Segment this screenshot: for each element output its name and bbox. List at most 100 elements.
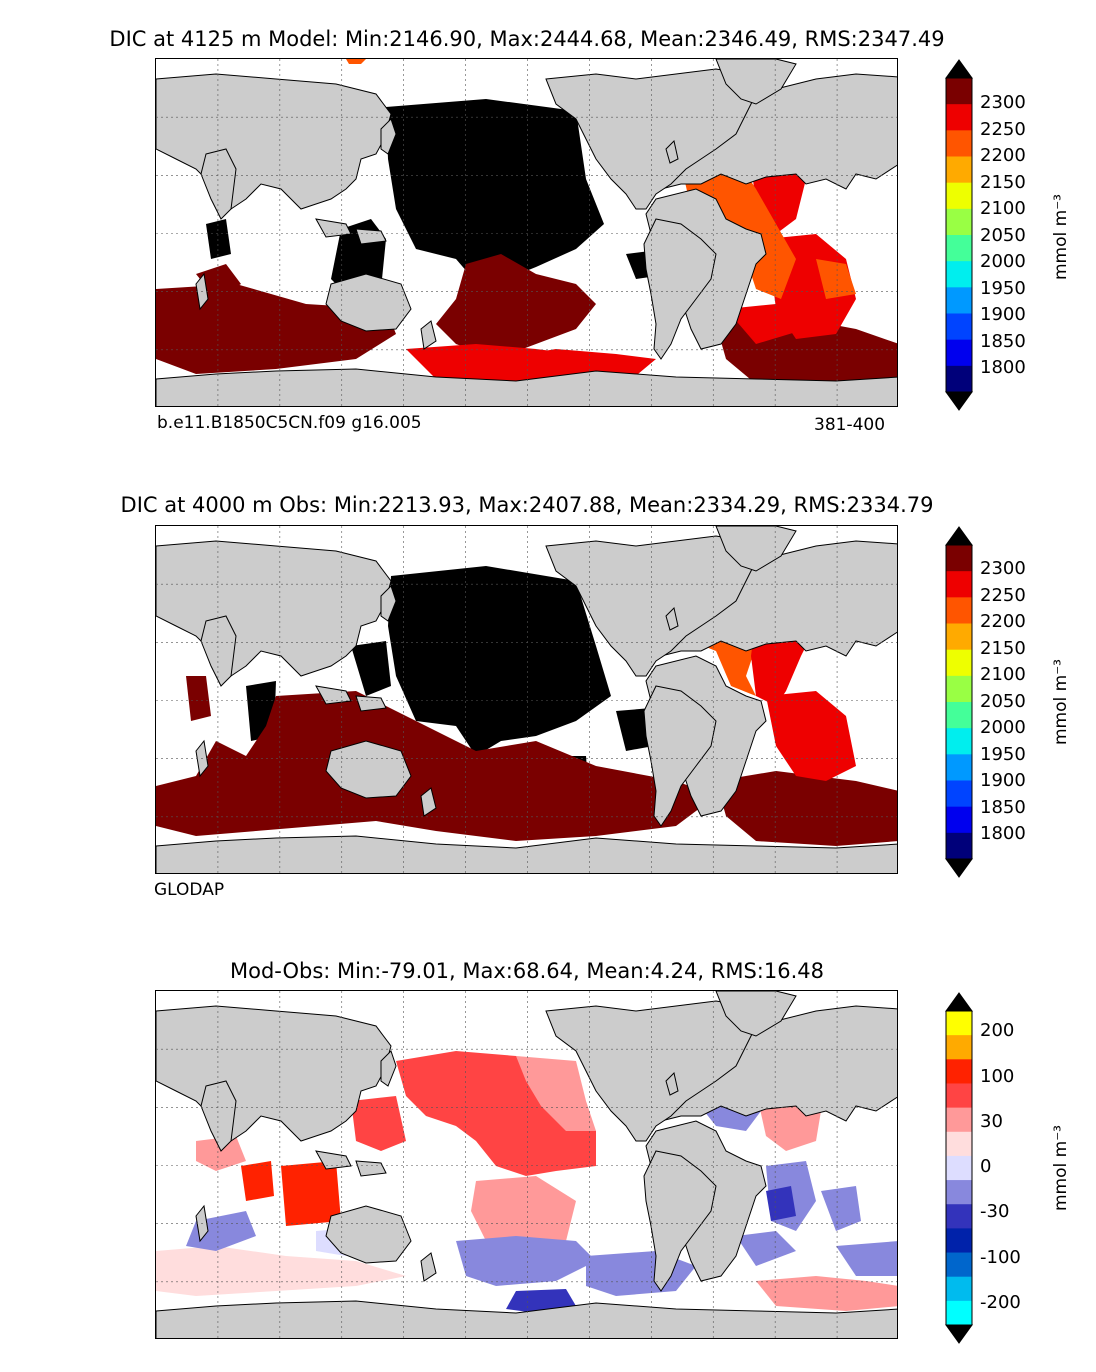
panel3-cbar-tick: -200 (980, 1292, 1021, 1313)
colorbar-segment (946, 313, 972, 341)
landmass (545, 68, 757, 210)
panel2-cbar-tick: 2100 (980, 664, 1026, 685)
colorbar-under-arrow (945, 1324, 973, 1344)
landmass (643, 685, 717, 827)
landmass (715, 59, 797, 105)
panel1-case-name: b.e11.B1850C5CN.f09 g16.005 (157, 413, 422, 433)
colorbar-under-arrow (945, 391, 973, 411)
panel2-cbar-tick: 1950 (980, 744, 1026, 765)
landmass (315, 218, 352, 238)
colorbar-segment (946, 1155, 972, 1181)
landmass (200, 615, 237, 687)
landmass (715, 526, 797, 572)
panel2-title: DIC at 4000 m Obs: Min:2213.93, Max:2407… (120, 493, 934, 517)
panel2-cbar-tick: 2300 (980, 558, 1026, 579)
landmass (420, 1252, 437, 1282)
panel2-map (155, 525, 898, 874)
panel3-cbar-tick: -100 (980, 1247, 1021, 1268)
panel2-cbar-tick: 2250 (980, 585, 1026, 606)
colorbar-segment (946, 78, 972, 105)
panel2-land (156, 526, 897, 873)
colorbar-over-arrow (945, 59, 973, 79)
colorbar-segment (946, 1059, 972, 1084)
landmass (643, 218, 717, 360)
panel2-source: GLODAP (154, 880, 225, 900)
colorbar-segment (946, 1204, 972, 1229)
landmass (380, 118, 397, 155)
landmass (420, 787, 437, 817)
panel1-cbar-tick: 2150 (980, 172, 1026, 193)
landmass (315, 1150, 352, 1170)
colorbar-segment (946, 261, 972, 288)
landmass (420, 320, 437, 350)
colorbar-segment (946, 780, 972, 808)
panel2-cbar-unit: mmol m⁻³ (1051, 659, 1071, 745)
panel3-cbar-tick: 200 (980, 1020, 1015, 1041)
panel1-field (156, 59, 897, 389)
landmass (715, 991, 797, 1037)
landmass (545, 1000, 757, 1142)
colorbar-segment (946, 130, 972, 157)
colorbar-outline (945, 1010, 973, 1326)
panel1-cbar-tick: 2250 (980, 119, 1026, 140)
panel2-cbar-tick: 2150 (980, 638, 1026, 659)
panel2-field (156, 566, 897, 846)
colorbar-segment (946, 728, 972, 755)
landmass (355, 1160, 387, 1177)
panel2-colorbar (945, 526, 973, 878)
colorbar-segment (946, 702, 972, 729)
landmass (665, 140, 679, 164)
landmass (325, 1205, 412, 1264)
colorbar-segment (946, 545, 972, 572)
colorbar-segment (946, 1300, 972, 1326)
panel1-grid (156, 59, 897, 406)
colorbar-segment (946, 339, 972, 367)
panel1-cbar-unit: mmol m⁻³ (1051, 194, 1071, 280)
panel3-cbar-unit: mmol m⁻³ (1051, 1125, 1071, 1211)
panel2-grid (156, 526, 897, 873)
panel1-cbar-tick: 2050 (980, 225, 1026, 246)
panel2-cbar-tick: 2200 (980, 611, 1026, 632)
panel3-cbar-tick: -30 (980, 1201, 1010, 1222)
landmass (156, 835, 897, 873)
colorbar-over-arrow (945, 526, 973, 546)
panel2-cbar-tick: 2050 (980, 691, 1026, 712)
panel3-map (155, 990, 898, 1339)
panel2-cbar-tick: 1850 (980, 797, 1026, 818)
colorbar-segment (946, 571, 972, 598)
colorbar-segment (946, 156, 972, 184)
colorbar-outline (945, 544, 973, 860)
colorbar-under-arrow (945, 858, 973, 878)
panel1-cbar-tick: 2200 (980, 145, 1026, 166)
panel1-cbar-tick: 2000 (980, 251, 1026, 272)
colorbar-outline (945, 77, 973, 393)
landmass (156, 1300, 897, 1338)
colorbar-segment (946, 1276, 972, 1302)
panel2-cbar-tick: 2000 (980, 717, 1026, 738)
colorbar-segment (946, 365, 972, 393)
colorbar-segment (946, 1035, 972, 1060)
landmass (380, 1050, 397, 1087)
landmass (355, 695, 387, 712)
colorbar-segment (946, 235, 972, 262)
landmass (643, 1150, 717, 1292)
colorbar-segment (946, 1180, 972, 1205)
landmass (315, 685, 352, 705)
panel2-cbar-tick: 1800 (980, 823, 1026, 844)
landmass (325, 740, 412, 799)
landmass (380, 585, 397, 622)
landmass (325, 273, 412, 332)
colorbar-over-arrow (945, 992, 973, 1012)
panel1-cbar-tick: 2300 (980, 92, 1026, 113)
panel1-land (156, 59, 897, 406)
panel3-cbar-tick: 0 (980, 1156, 992, 1177)
colorbar-segment (946, 182, 972, 210)
colorbar-segment (946, 104, 972, 131)
colorbar-segment (946, 1252, 972, 1278)
landmass (156, 368, 897, 406)
panel1-title: DIC at 4125 m Model: Min:2146.90, Max:24… (109, 27, 945, 51)
colorbar-segment (946, 1011, 972, 1036)
panel1-cbar-tick: 2100 (980, 198, 1026, 219)
panel1-years: 381-400 (814, 415, 886, 435)
landmass (355, 228, 387, 245)
